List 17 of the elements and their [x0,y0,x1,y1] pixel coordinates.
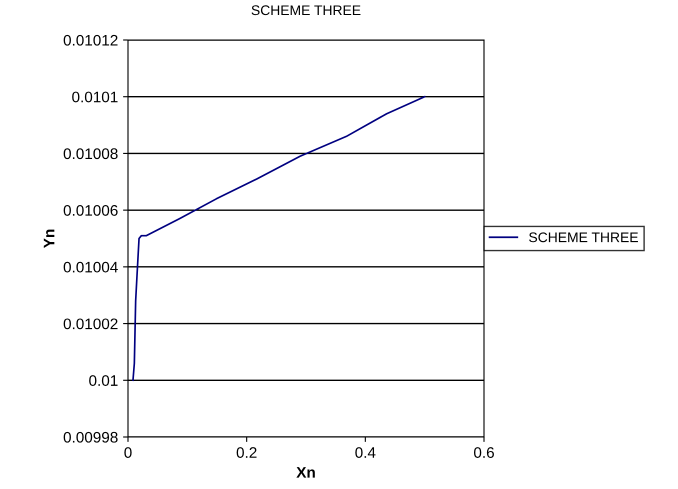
y-tick-label: 0.01012 [64,34,118,46]
x-tick-label: 0 [124,447,132,458]
x-tick-label: 0.2 [236,447,257,458]
x-axis-title: Xn [296,467,315,478]
y-tick-label: 0.0101 [72,92,118,102]
legend-label: SCHEME THREE [529,232,638,242]
y-tick-label: 0.01 [89,375,118,386]
y-tick-label: 0.01008 [64,148,118,160]
y-tick-label: 0.01004 [64,262,118,273]
chart-title: SCHEME THREE [252,5,360,16]
y-tick-label: 0.00998 [64,432,118,443]
y-axis-title: Yn [44,230,54,248]
y-tick-label: 0.01006 [64,205,118,216]
y-tick-label: 0.01002 [64,318,118,330]
x-tick-label: 0.6 [474,447,494,458]
x-tick-label: 0.4 [355,447,376,458]
line-series [132,96,426,382]
